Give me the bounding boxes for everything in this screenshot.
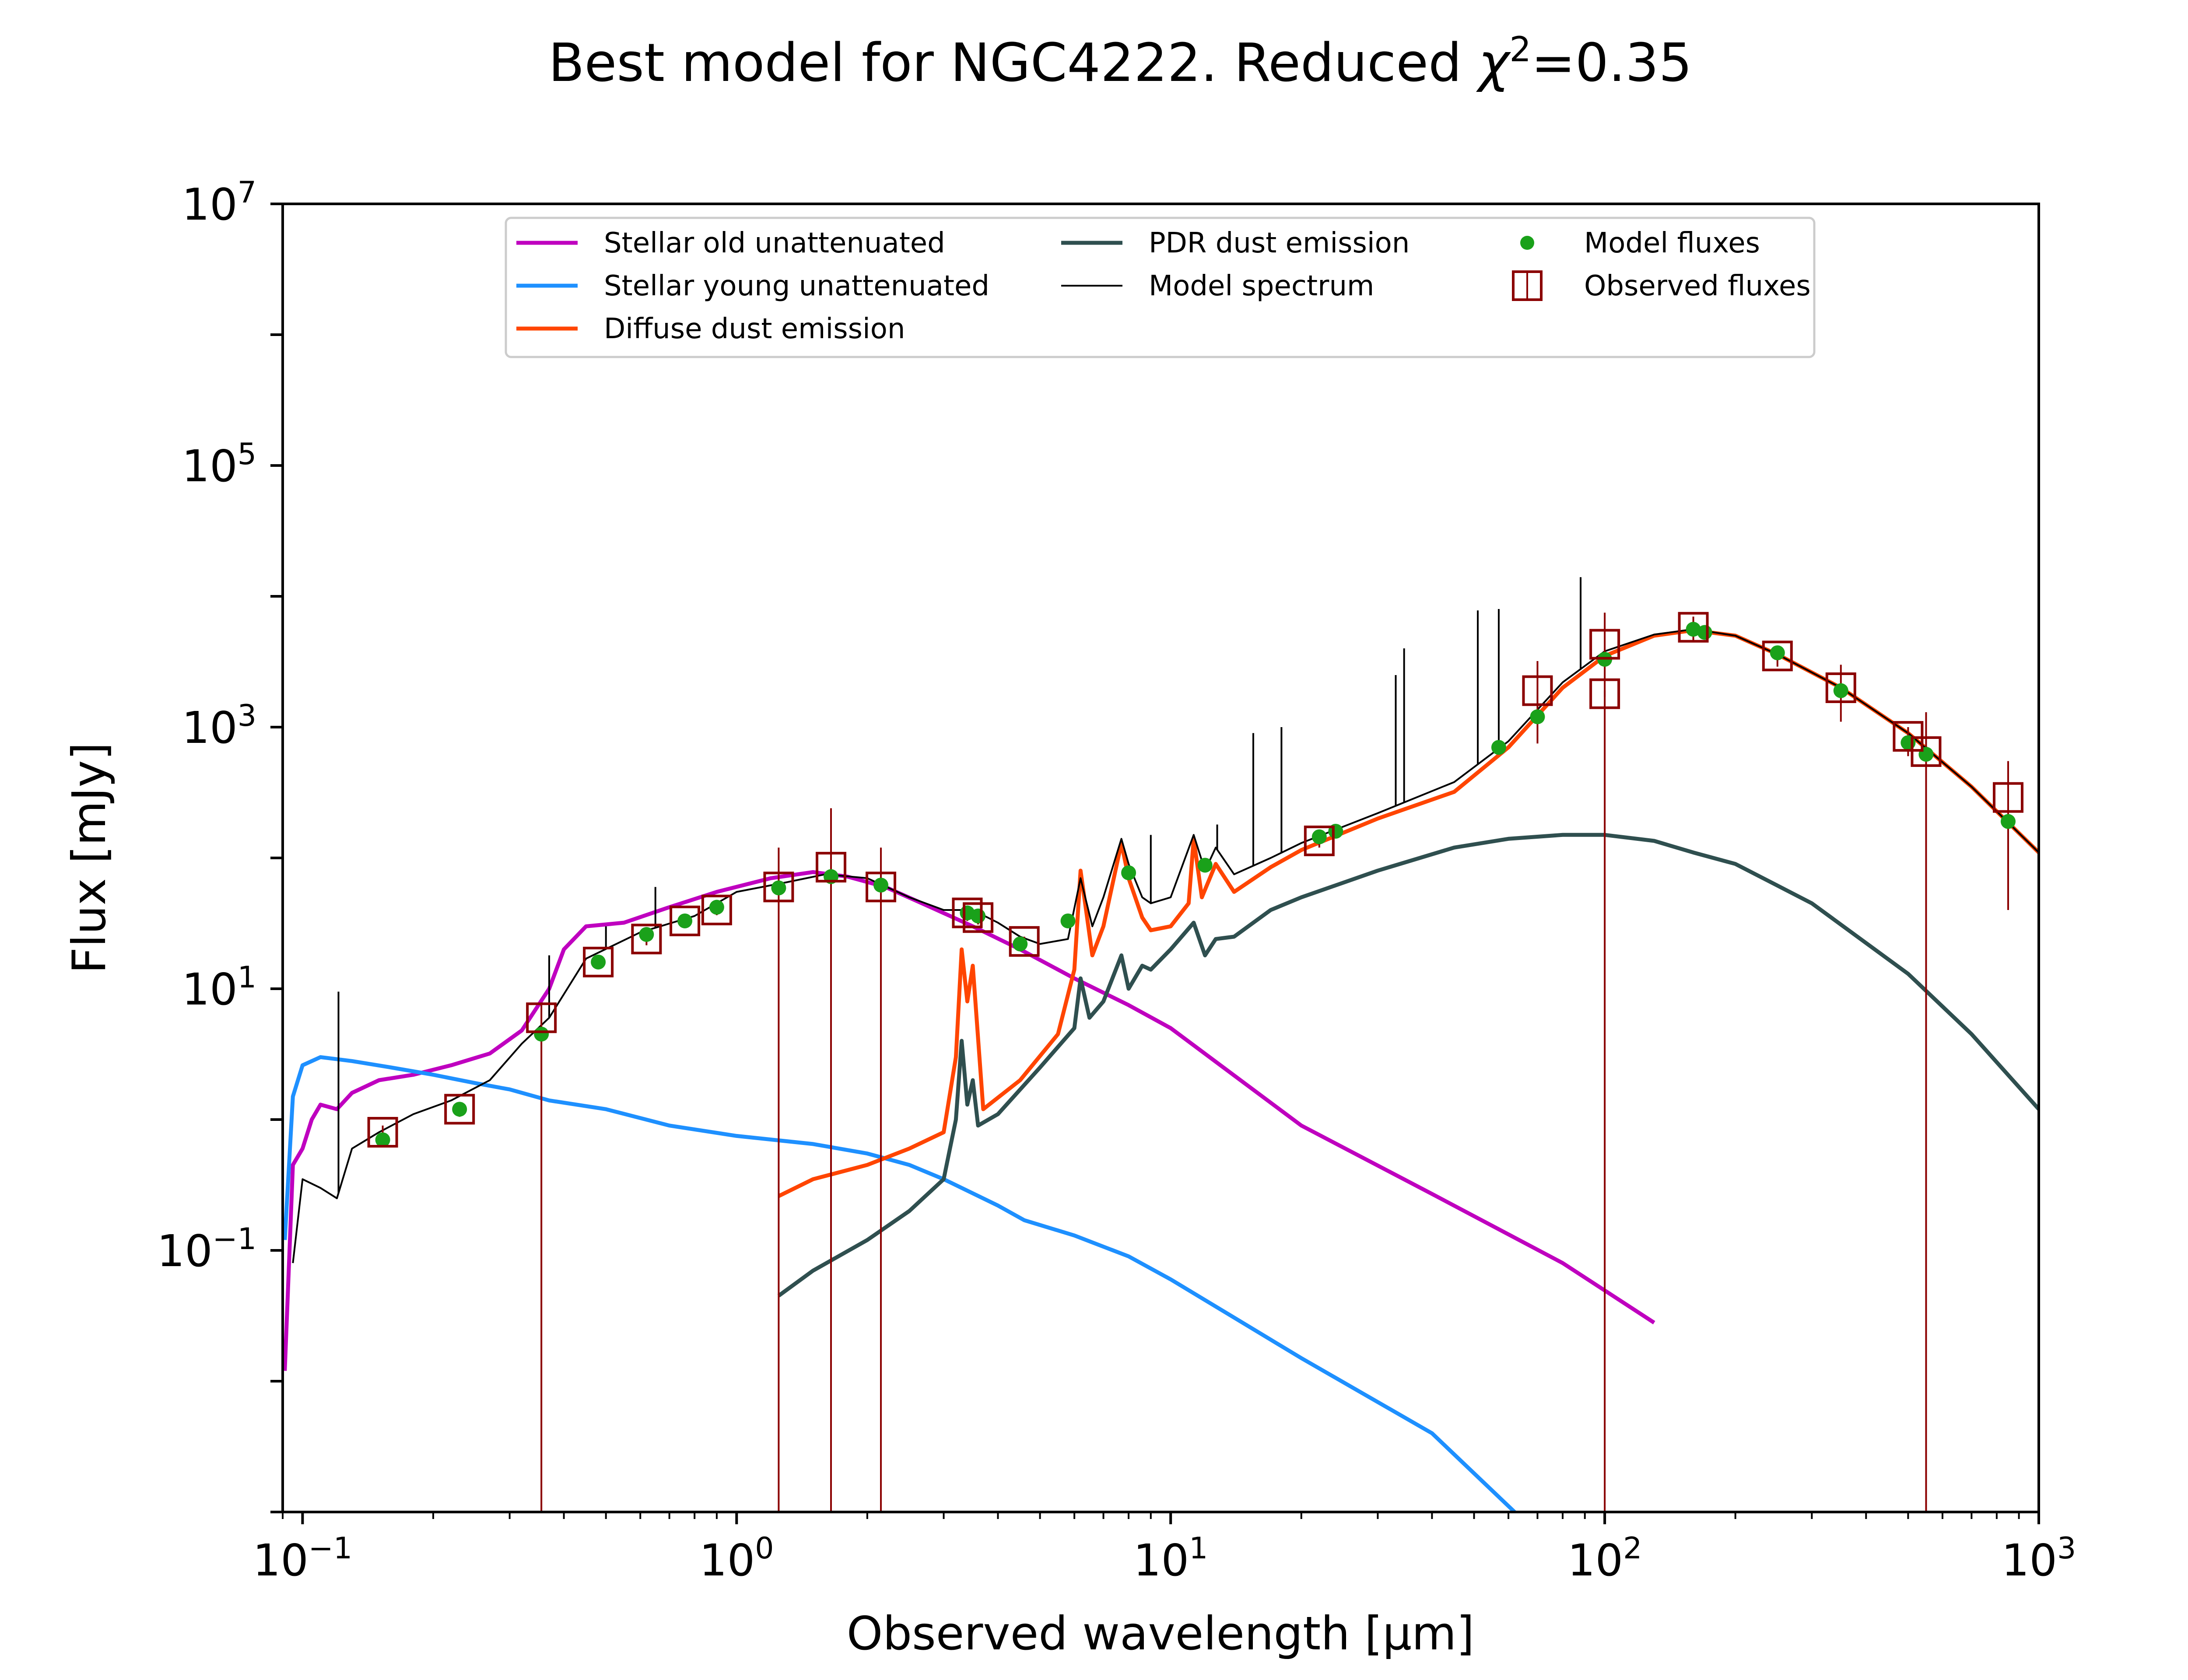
model-flux-point-14 <box>1121 865 1136 880</box>
model-flux-point-15 <box>1197 858 1213 873</box>
model-flux-point-6 <box>709 900 724 915</box>
observed-flux-point-1 <box>444 1094 475 1125</box>
observed-flux-point-18 <box>1762 640 1793 672</box>
x-tick-label-2: 101 <box>1133 1531 1208 1586</box>
chart-title-suffix: =0.35 <box>1531 33 1692 94</box>
series-layer <box>283 577 2039 1512</box>
observed-flux-point-16 <box>1589 678 1620 709</box>
observed-flux-point-6 <box>701 894 732 925</box>
legend-swatch-6 <box>1512 270 1543 301</box>
observed-flux-point-8 <box>816 852 847 883</box>
legend-label-0: Stellar old unattenuated <box>604 227 945 259</box>
observed-flux-point-0 <box>367 1116 398 1148</box>
observed-flux-point-5 <box>670 905 701 936</box>
model-flux-point-7 <box>771 880 786 896</box>
errorbar-layer <box>382 612 2009 1512</box>
axes-frame <box>281 203 2040 1513</box>
legend-label-6: Observed fluxes <box>1584 270 1811 302</box>
x-tick-label-0: 10−1 <box>253 1531 353 1586</box>
series-line-1 <box>283 1055 1516 1512</box>
tick-layer: 10−1 100 101 102 103 10−1 101 103 105 107 <box>157 175 2076 1586</box>
observed-flux-point-12 <box>1009 926 1040 957</box>
series-line-0 <box>283 870 1655 1371</box>
chart-title-sup: 2 <box>1509 30 1531 70</box>
observed-flux-point-19 <box>1825 672 1856 703</box>
x-tick-label-1: 100 <box>699 1531 774 1586</box>
observed-flux-point-15 <box>1589 629 1620 660</box>
legend-label-1: Stellar young unattenuated <box>604 270 989 302</box>
observed-flux-point-9 <box>866 872 897 903</box>
y-tick-label-1: 101 <box>182 960 256 1015</box>
y-axis-label: Flux [mJy] <box>63 742 116 974</box>
chart-title: Best model for NGC4222. Reduced χ2=0.35 <box>548 30 1692 94</box>
legend-label-4: Model spectrum <box>1149 270 1374 302</box>
model-flux-point-16 <box>1311 829 1327 844</box>
observed-flux-point-2 <box>526 1002 557 1033</box>
series-line-3 <box>777 833 2039 1298</box>
legend-swatch-5 <box>1520 236 1534 250</box>
model-flux-point-5 <box>677 913 693 928</box>
model-flux-point-21 <box>1686 622 1701 637</box>
model-flux-point-27 <box>2000 814 2016 829</box>
model-flux-point-23 <box>1770 645 1785 661</box>
model-flux-point-24 <box>1833 683 1848 698</box>
legend-entries: Stellar old unattenuated Stellar young un… <box>516 227 1811 345</box>
model-flux-point-1 <box>452 1102 467 1117</box>
observed-flux-point-17 <box>1678 612 1709 643</box>
observed-flux-point-3 <box>583 946 614 977</box>
chart-title-prefix: Best model for NGC4222. Reduced <box>548 33 1478 94</box>
observed-flux-point-13 <box>1304 826 1335 857</box>
model-flux-point-13 <box>1060 913 1076 928</box>
observed-flux-point-14 <box>1522 675 1553 706</box>
model-flux-point-9 <box>873 878 889 893</box>
model-flux-layer <box>375 622 2016 1148</box>
y-tick-label-0: 10−1 <box>157 1222 257 1277</box>
observed-flux-point-22 <box>1992 782 2023 813</box>
model-flux-point-3 <box>591 954 606 970</box>
model-flux-point-2 <box>534 1026 549 1042</box>
legend-box <box>505 217 1816 358</box>
legend-label-2: Diffuse dust emission <box>604 313 905 345</box>
observed-flux-point-21 <box>1911 736 1942 767</box>
y-tick-label-2: 103 <box>182 699 256 754</box>
series-line-4 <box>292 628 2039 1264</box>
legend-label-3: PDR dust emission <box>1149 227 1410 259</box>
x-tick-label-3: 102 <box>1567 1531 1642 1586</box>
model-flux-point-18 <box>1491 740 1506 755</box>
x-axis-label: Observed wavelength [μm] <box>847 1607 1475 1660</box>
observed-flux-point-7 <box>763 872 794 903</box>
observed-flux-point-11 <box>963 902 994 933</box>
model-flux-point-11 <box>971 908 986 924</box>
observed-flux-layer <box>367 612 2023 1148</box>
model-flux-point-0 <box>375 1132 390 1148</box>
observed-flux-point-4 <box>631 924 662 955</box>
model-flux-point-12 <box>1013 936 1028 952</box>
observed-flux-point-10 <box>952 897 983 928</box>
x-tick-label-4: 103 <box>2002 1531 2076 1586</box>
y-tick-label-3: 105 <box>182 437 256 492</box>
series-line-2 <box>778 628 2039 1198</box>
model-flux-point-4 <box>639 927 654 942</box>
y-tick-label-4: 107 <box>182 175 256 231</box>
model-flux-point-22 <box>1697 625 1712 640</box>
model-flux-point-19 <box>1530 709 1545 724</box>
legend: Stellar old unattenuated Stellar young un… <box>505 217 1816 358</box>
legend-label-5: Model fluxes <box>1584 227 1760 259</box>
chart-title-chi: χ <box>1476 33 1511 94</box>
